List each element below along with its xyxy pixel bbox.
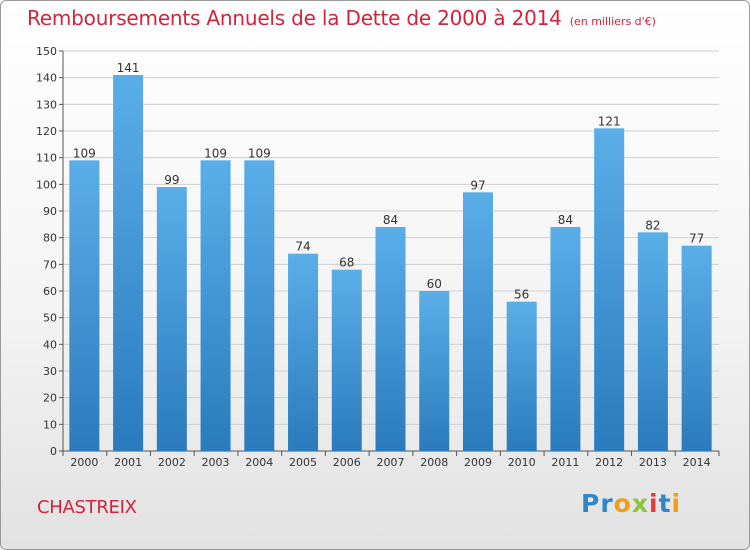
y-tick-label: 50 xyxy=(43,312,57,325)
bar-2005 xyxy=(288,253,319,451)
y-tick-label: 120 xyxy=(36,125,57,138)
bar-2000 xyxy=(69,160,100,452)
y-tick-label: 140 xyxy=(36,72,57,85)
data-label-2003: 109 xyxy=(204,146,227,160)
title-row: Remboursements Annuels de la Dette de 20… xyxy=(27,6,656,30)
logo-letter: r xyxy=(600,489,614,518)
x-tick-label-2010: 2010 xyxy=(508,456,536,469)
logo-letter: i xyxy=(649,489,659,518)
data-label-2008: 60 xyxy=(427,277,442,291)
data-label-2011: 84 xyxy=(558,213,573,227)
bar-2001 xyxy=(113,75,144,451)
data-label-2014: 77 xyxy=(689,232,704,246)
data-label-2002: 99 xyxy=(164,173,179,187)
y-tick-label: 40 xyxy=(43,338,57,351)
bar-2002 xyxy=(156,187,187,451)
logo-letter: o xyxy=(613,489,632,518)
data-label-2009: 97 xyxy=(470,178,485,192)
logo-letter: x xyxy=(631,489,649,518)
y-tick-label: 110 xyxy=(36,152,57,165)
place-name: CHASTREIX xyxy=(37,497,137,518)
x-tick-label-2013: 2013 xyxy=(639,456,667,469)
x-tick-label-2002: 2002 xyxy=(158,456,186,469)
y-tick-label: 0 xyxy=(50,445,57,458)
bar-2011 xyxy=(550,227,581,451)
proxiti-logo[interactable]: Proxiti xyxy=(581,489,681,518)
label-layer: 109 2000 141 2001 99 2002 109 2003 109 2004 74 2005… xyxy=(70,61,710,469)
bar-layer xyxy=(69,75,712,452)
chart-unit: (en milliers d'€) xyxy=(569,15,656,28)
logo-letter: P xyxy=(581,489,601,518)
y-tick-label: 90 xyxy=(43,205,57,218)
data-label-2004: 109 xyxy=(248,146,271,160)
y-tick-label: 60 xyxy=(43,285,57,298)
bar-2012 xyxy=(594,128,625,451)
data-label-2012: 121 xyxy=(598,114,621,128)
y-tick-label: 80 xyxy=(43,232,57,245)
data-label-2007: 84 xyxy=(383,213,398,227)
x-tick-label-2006: 2006 xyxy=(333,456,361,469)
bar-2007 xyxy=(375,227,406,451)
bar-2013 xyxy=(637,232,668,451)
y-tick-label: 100 xyxy=(36,178,57,191)
data-label-2000: 109 xyxy=(73,146,96,160)
y-tick-label: 20 xyxy=(43,392,57,405)
x-tick-label-2004: 2004 xyxy=(245,456,273,469)
data-label-2006: 68 xyxy=(339,256,354,270)
bar-2014 xyxy=(681,245,712,451)
x-tick-label-2005: 2005 xyxy=(289,456,317,469)
x-tick-label-2011: 2011 xyxy=(551,456,579,469)
x-tick-label-2003: 2003 xyxy=(202,456,230,469)
y-tick-label: 70 xyxy=(43,258,57,271)
data-label-2013: 82 xyxy=(645,218,660,232)
data-label-2010: 56 xyxy=(514,288,529,302)
chart-title: Remboursements Annuels de la Dette de 20… xyxy=(27,6,562,30)
y-tick-label: 130 xyxy=(36,98,57,111)
x-tick-label-2012: 2012 xyxy=(595,456,623,469)
bar-2006 xyxy=(331,269,362,451)
bar-2003 xyxy=(200,160,231,452)
y-tick-label: 30 xyxy=(43,365,57,378)
bar-2010 xyxy=(506,301,537,451)
x-tick-label-2000: 2000 xyxy=(70,456,98,469)
x-tick-label-2008: 2008 xyxy=(420,456,448,469)
y-tick-label: 150 xyxy=(36,45,57,58)
data-label-2001: 141 xyxy=(117,61,140,75)
x-tick-label-2009: 2009 xyxy=(464,456,492,469)
x-tick-label-2014: 2014 xyxy=(683,456,711,469)
logo-letter: t xyxy=(658,489,672,518)
bar-2009 xyxy=(462,192,493,452)
logo-letter: i xyxy=(671,489,682,518)
bar-2004 xyxy=(244,160,275,452)
x-tick-label-2001: 2001 xyxy=(114,456,142,469)
data-label-2005: 74 xyxy=(295,240,310,254)
y-tick-label: 10 xyxy=(43,418,57,431)
x-tick-label-2007: 2007 xyxy=(377,456,405,469)
bar-2008 xyxy=(419,291,450,451)
